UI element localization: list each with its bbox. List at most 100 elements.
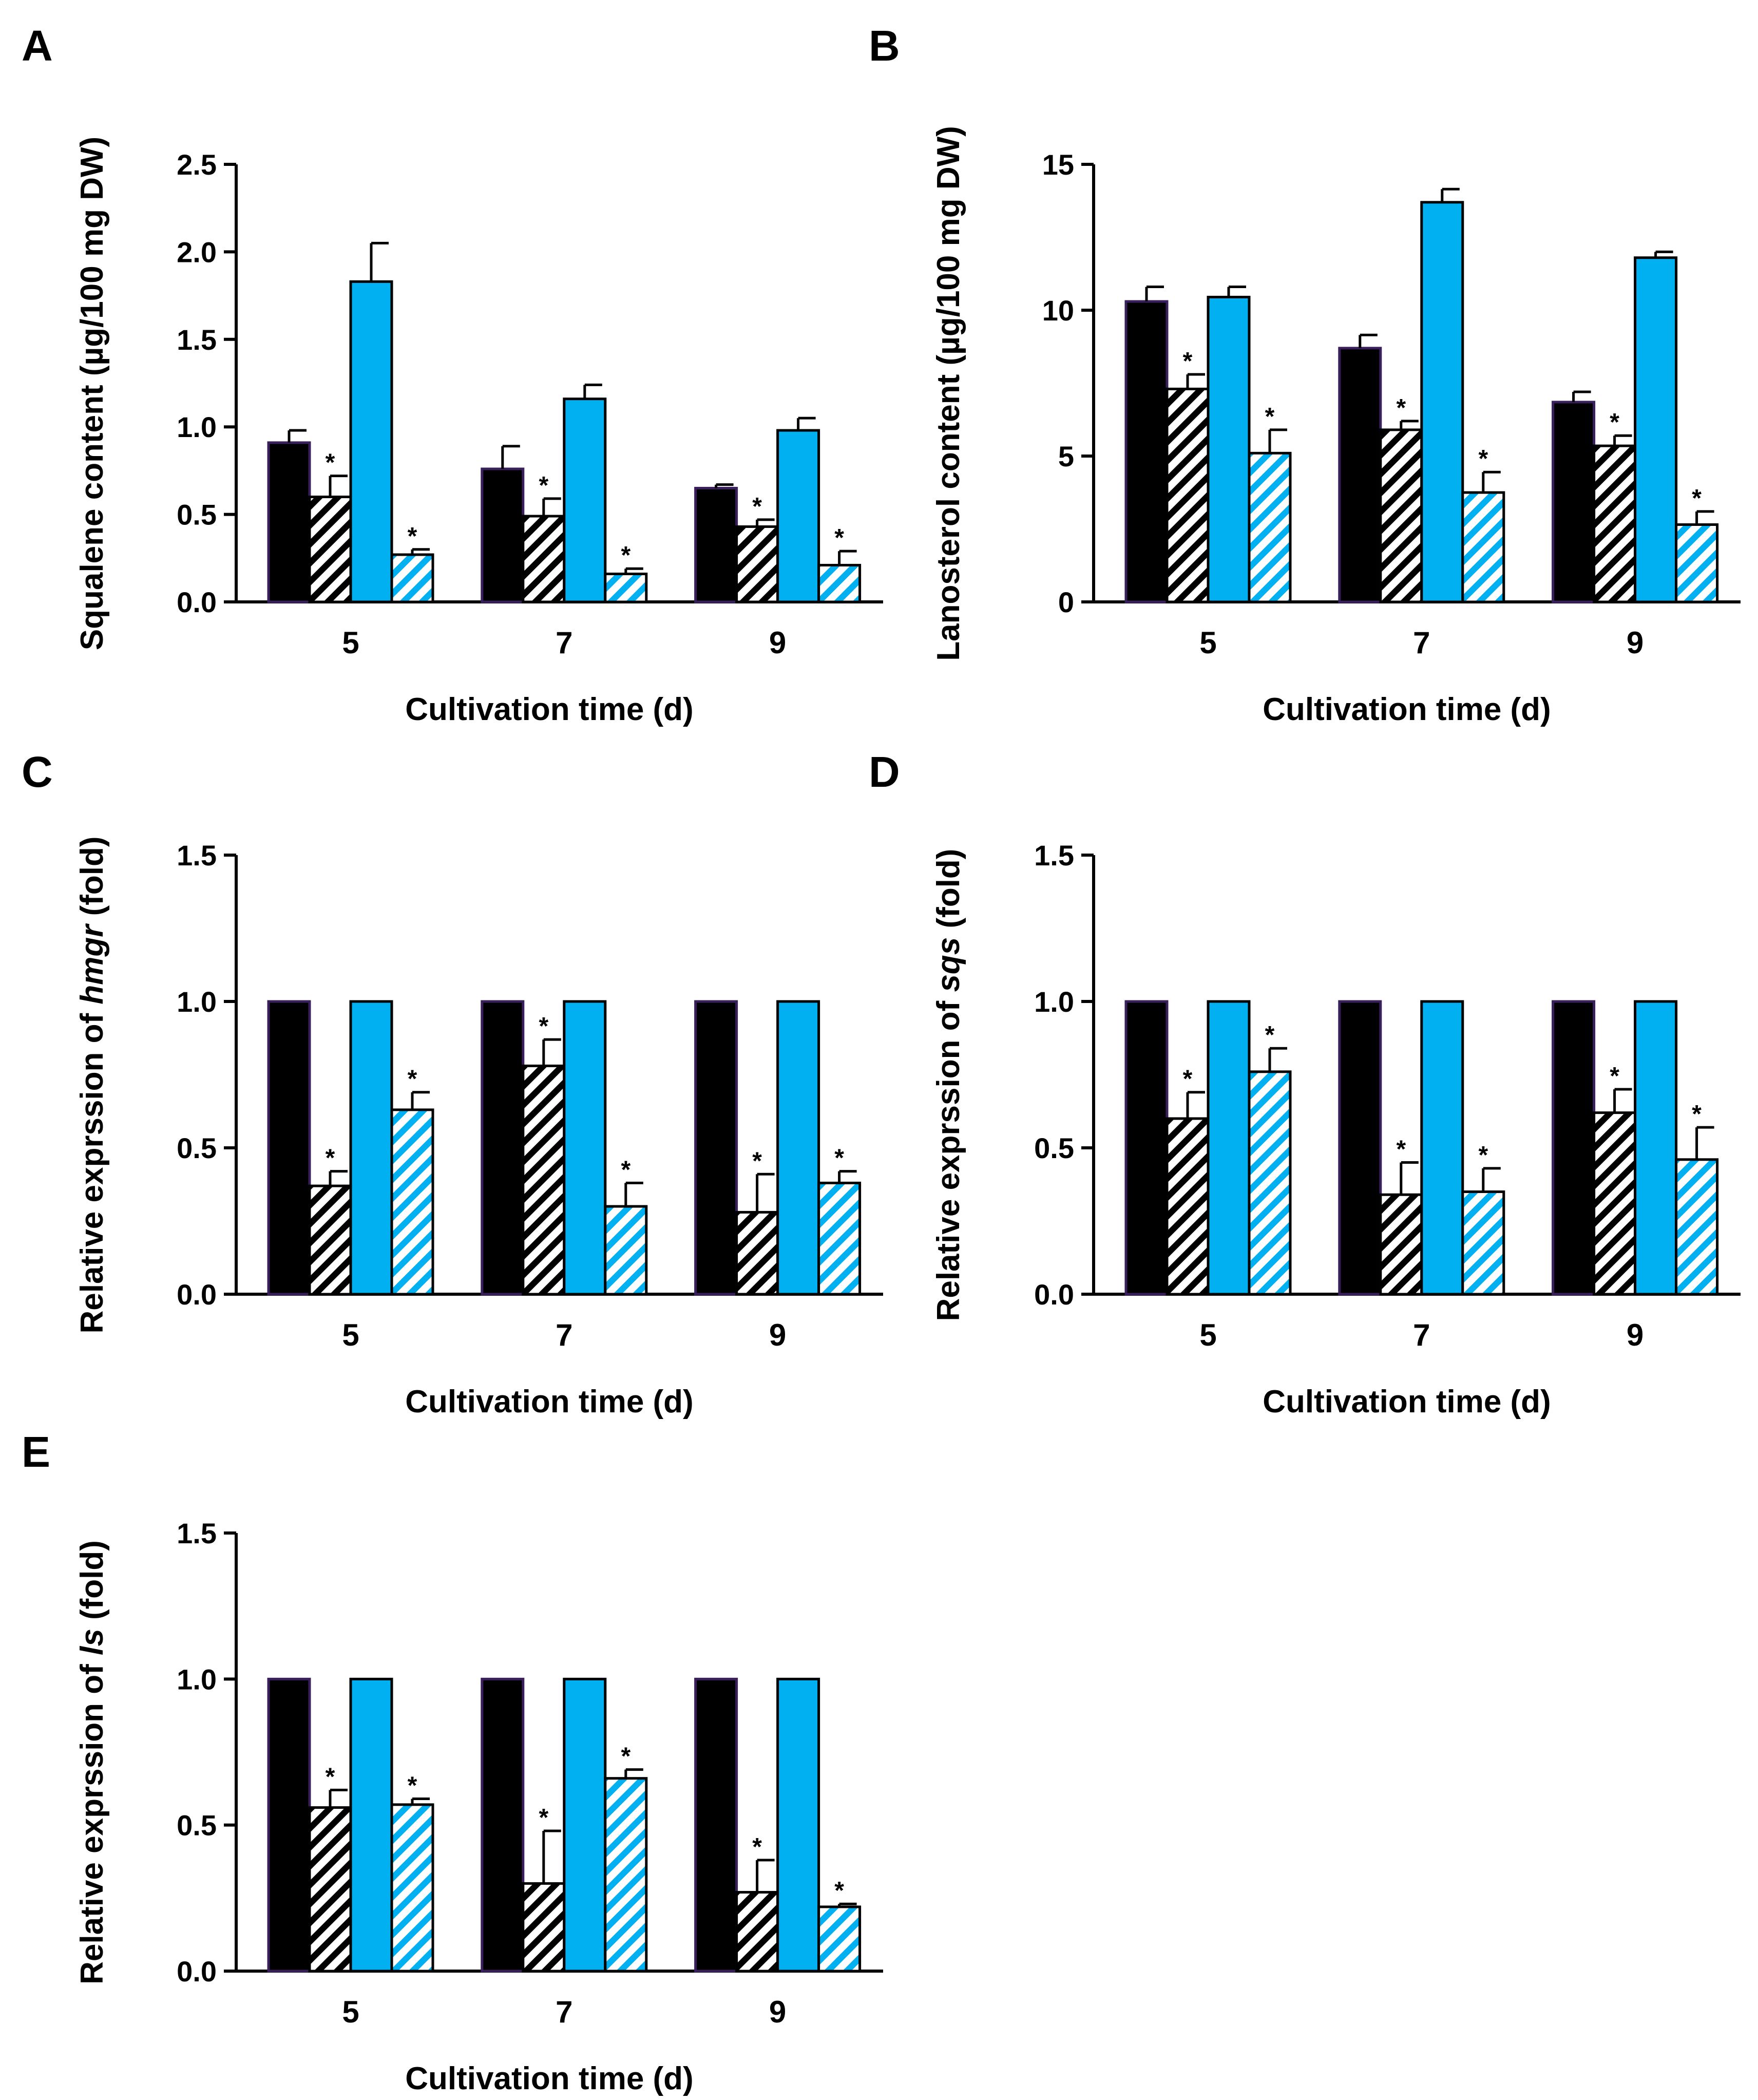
y-axis-title: Relative exprssion of sqs (fold) [931, 849, 966, 1321]
bar [308, 496, 352, 603]
significance-star: * [1183, 348, 1193, 375]
y-tick-label: 1.0 [177, 1663, 217, 1695]
x-axis-title: Cultivation time (d) [405, 2061, 693, 2096]
x-tick-label: 9 [1627, 1318, 1644, 1352]
panel-c: C 0.0 0.5 1.0 1.5 * * 5 * * 7 * * 9 Cultivation time (… [22, 748, 883, 1420]
x-tick-label: 5 [342, 1995, 359, 2029]
bar [1379, 1193, 1423, 1296]
bar [308, 1184, 352, 1296]
bar [1207, 295, 1251, 603]
y-tick-label: 1.5 [1034, 839, 1074, 872]
panel-a: A 0.0 0.5 1.0 1.5 2.0 2.5 * * 5 * * 7 * * 9 Cultivation … [22, 22, 883, 727]
bar [1593, 444, 1637, 603]
significance-star: * [326, 1145, 335, 1172]
x-axis-title: Cultivation time (d) [405, 692, 693, 727]
bar [1207, 1000, 1251, 1296]
x-axis-title: Cultivation time (d) [1263, 692, 1551, 727]
y-axis-title-part: ls [74, 1629, 110, 1655]
significance-star: * [1183, 1066, 1193, 1093]
bar [1124, 1000, 1169, 1296]
panel-letter: A [22, 22, 53, 70]
bar [604, 1777, 648, 1973]
significance-star: * [326, 1763, 335, 1790]
y-tick-label: 1.0 [1034, 986, 1074, 1018]
bar [1420, 201, 1464, 603]
significance-star: * [752, 493, 762, 520]
x-tick-label: 5 [342, 1318, 359, 1352]
x-tick-label: 5 [1199, 1318, 1216, 1352]
y-axis-title-part: (fold) [74, 836, 110, 924]
significance-star: * [834, 1145, 844, 1172]
significance-star: * [1478, 1142, 1488, 1169]
y-axis-title-part: Lanosterol content (µg/100 mg DW) [931, 126, 966, 661]
bar [694, 1677, 738, 1973]
panel-letter: D [869, 748, 900, 796]
panel-b: B 0 5 10 15 * * 5 * * 7 * * 9 Cultivation time (d) Lano… [869, 22, 1741, 727]
bar [349, 280, 393, 603]
significance-star: * [1396, 1136, 1406, 1163]
significance-star: * [1396, 394, 1406, 422]
bar [563, 398, 607, 603]
bar [481, 1677, 525, 1973]
significance-star: * [621, 1156, 630, 1183]
x-tick-label: 9 [769, 1318, 786, 1352]
bar [1675, 523, 1719, 603]
y-tick-label: 15 [1042, 148, 1074, 181]
bar [522, 1064, 566, 1296]
significance-star: * [834, 524, 844, 552]
bar [1379, 428, 1423, 603]
y-axis-title: Squalene content (µg/100 mg DW) [74, 137, 110, 650]
significance-star: * [539, 472, 548, 499]
bar [735, 525, 779, 603]
bar [1552, 1000, 1596, 1296]
bar [481, 467, 525, 603]
x-tick-label: 9 [769, 1995, 786, 2029]
y-axis-title: Relative exprssion of ls (fold) [74, 1540, 110, 1984]
bar [1461, 491, 1505, 603]
x-tick-label: 7 [1413, 626, 1430, 660]
significance-star: * [621, 1743, 630, 1770]
bar [267, 1677, 311, 1973]
bar [1675, 1158, 1719, 1296]
significance-star: * [1610, 409, 1619, 436]
bar [481, 1000, 525, 1296]
significance-star: * [752, 1147, 762, 1175]
significance-star: * [1478, 445, 1488, 472]
y-axis-title: Lanosterol content (µg/100 mg DW) [931, 126, 966, 661]
y-tick-label: 1.5 [177, 1517, 217, 1549]
x-axis-title: Cultivation time (d) [405, 1384, 693, 1420]
bar [1552, 401, 1596, 603]
bar [1634, 1000, 1678, 1296]
significance-star: * [408, 1772, 417, 1799]
bar [1165, 387, 1210, 603]
y-tick-label: 2.0 [177, 236, 217, 268]
y-tick-label: 0.5 [177, 499, 217, 531]
bar [390, 553, 434, 603]
y-tick-label: 0.0 [177, 1278, 217, 1311]
x-tick-label: 7 [556, 1318, 572, 1352]
bar [1338, 1000, 1382, 1296]
x-tick-label: 7 [556, 1995, 572, 2029]
bar [390, 1803, 434, 1973]
x-axis-title: Cultivation time (d) [1263, 1384, 1551, 1420]
bar [1593, 1111, 1637, 1296]
bar [267, 441, 311, 603]
bar [522, 515, 566, 603]
x-tick-label: 5 [342, 626, 359, 660]
y-tick-label: 1.0 [177, 986, 217, 1018]
significance-star: * [539, 1013, 548, 1040]
bar [308, 1806, 352, 1973]
significance-star: * [752, 1833, 762, 1861]
y-axis-title-part: Relative exprssion of [74, 1655, 110, 1984]
y-tick-label: 0.5 [177, 1809, 217, 1842]
significance-star: * [539, 1804, 548, 1831]
bar [604, 572, 648, 603]
bar [1461, 1190, 1505, 1296]
bar [1124, 300, 1169, 603]
significance-star: * [621, 542, 630, 569]
x-tick-label: 5 [1199, 626, 1216, 660]
significance-star: * [1265, 1021, 1275, 1049]
bar [1420, 1000, 1464, 1296]
panel-letter: C [22, 748, 53, 796]
